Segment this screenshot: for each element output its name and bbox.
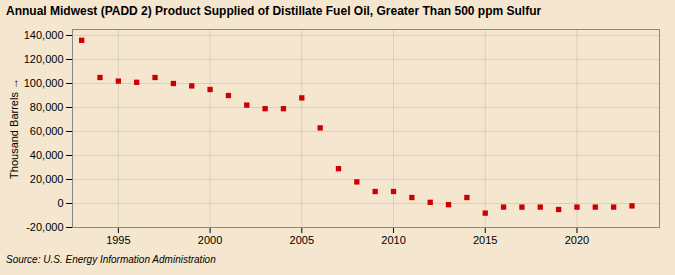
svg-text:Thousand Barrels →: Thousand Barrels →: [8, 78, 20, 179]
svg-text:140,000: 140,000: [24, 29, 64, 41]
svg-text:100,000: 100,000: [24, 77, 64, 89]
svg-text:60,000: 60,000: [30, 125, 64, 137]
svg-text:0: 0: [57, 197, 63, 209]
svg-text:-20,000: -20,000: [26, 221, 63, 233]
svg-text:80,000: 80,000: [30, 101, 64, 113]
svg-text:2000: 2000: [198, 234, 222, 246]
svg-text:1995: 1995: [106, 234, 130, 246]
svg-text:120,000: 120,000: [24, 53, 64, 65]
svg-text:2020: 2020: [565, 234, 589, 246]
svg-text:40,000: 40,000: [30, 149, 64, 161]
svg-text:20,000: 20,000: [30, 173, 64, 185]
html-text:Annual Midwest (PADD 2) Produc: Annual Midwest (PADD 2) Product Supplied…: [6, 4, 542, 18]
svg-text:2010: 2010: [381, 234, 405, 246]
svg-text:2005: 2005: [290, 234, 314, 246]
html-text:Source: U.S. Energy Informatio: Source: U.S. Energy Information Administ…: [6, 254, 216, 265]
svg-text:2015: 2015: [473, 234, 497, 246]
